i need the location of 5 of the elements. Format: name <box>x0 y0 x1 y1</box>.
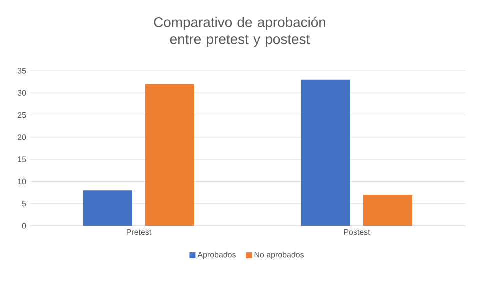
chart-title: Comparativo de aprobación entre pretest y postest <box>154 16 326 48</box>
bar <box>84 190 132 226</box>
bar <box>146 84 194 226</box>
bar <box>364 195 413 226</box>
bar <box>302 80 351 226</box>
